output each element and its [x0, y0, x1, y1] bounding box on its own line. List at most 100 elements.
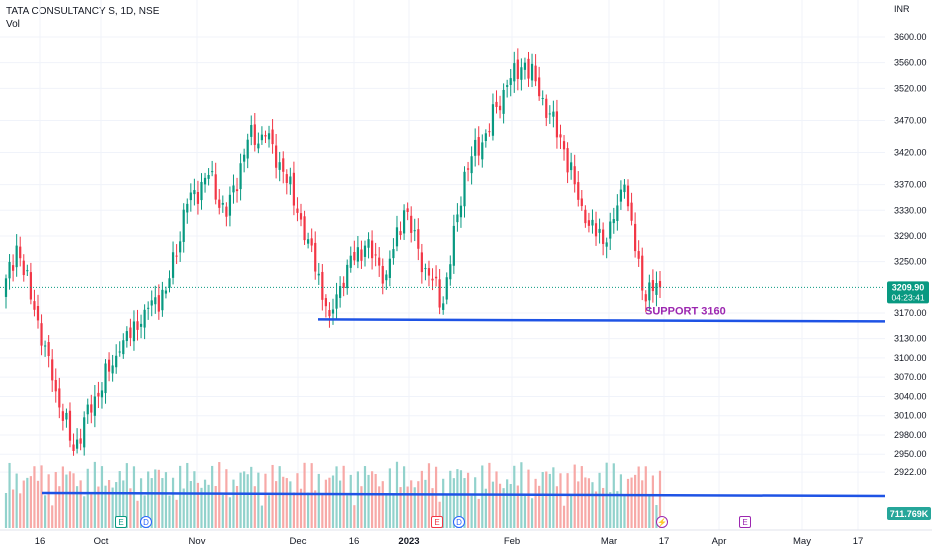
volume-bar [506, 479, 509, 528]
candle-body [324, 298, 327, 307]
volume-bar [360, 486, 363, 528]
support-annotation[interactable]: SUPPORT 3160 [645, 305, 726, 317]
volume-bar [431, 488, 434, 528]
candle-body [651, 280, 654, 292]
time-axis[interactable]: 16 Oct Nov Dec 16 2023 Feb Mar 17 Apr May 17 [35, 536, 864, 547]
candle-body [328, 309, 331, 317]
event-marker-label: D [143, 518, 149, 527]
candle-body [26, 270, 29, 272]
candle-body [555, 111, 559, 138]
candle-body [97, 392, 100, 397]
volume-bar [434, 466, 438, 528]
candle-body [573, 166, 576, 185]
volume-bar [207, 484, 210, 528]
volume-bar [634, 474, 637, 528]
candle-body [296, 208, 299, 213]
candle-body [33, 301, 36, 310]
volume-bar [253, 486, 256, 528]
candle-body [342, 282, 345, 288]
volume-bar [182, 488, 185, 528]
volume-bar [282, 476, 285, 528]
candle-body [100, 390, 104, 398]
volume-bar [442, 478, 445, 528]
volume-bar [370, 471, 374, 528]
candle-body [648, 282, 651, 301]
candle-body [150, 300, 153, 306]
volume-bar [555, 486, 559, 528]
time-tick-label: 17 [659, 536, 670, 547]
candle-body [260, 134, 264, 141]
volume-indicator-label: Vol [6, 19, 20, 30]
volume-bar [502, 488, 505, 528]
volume-bar [402, 466, 406, 528]
event-marker-dividend[interactable]: D [140, 516, 152, 528]
candle-body [314, 242, 317, 272]
candle-body [218, 199, 221, 208]
volume-bar [648, 495, 651, 528]
candle-body [154, 297, 157, 305]
candle-body [175, 255, 178, 257]
candle-body [321, 271, 324, 300]
volume-bar [484, 488, 487, 528]
volume-bar [367, 474, 370, 528]
price-tick-label: 3560.00 [894, 58, 927, 68]
volume-bar [260, 505, 264, 528]
volume-bar [346, 495, 349, 528]
time-tick-label: Apr [712, 536, 727, 547]
volume-bar [22, 480, 25, 528]
volume-bar [125, 463, 128, 528]
volume-bar [388, 468, 391, 528]
event-marker-earnings[interactable]: E [431, 516, 443, 528]
candle-body [232, 185, 235, 193]
candle-body [75, 439, 79, 449]
event-marker-split[interactable]: ⚡ [656, 516, 668, 528]
volume-bar [545, 471, 548, 528]
volume-bar [129, 488, 132, 528]
volume-bar [420, 470, 423, 528]
candle-body [548, 113, 551, 115]
volume-bar [452, 478, 455, 528]
candle-body [164, 290, 168, 294]
candle-body [125, 331, 128, 342]
candle-body [410, 215, 413, 233]
support-line[interactable] [317, 318, 886, 323]
candle-body [83, 417, 86, 448]
volume-bar [26, 477, 29, 528]
price-tick-label: 3040.00 [894, 391, 927, 401]
volume-bar [296, 473, 299, 528]
candle-body [161, 289, 164, 311]
volume-bar [392, 493, 395, 528]
last-price-badge: 3209.90 04:23:41 [887, 281, 929, 304]
volume-bar [655, 505, 658, 528]
candle-body [228, 194, 232, 216]
volume-bar [381, 481, 384, 528]
candle-body [370, 240, 374, 259]
volume-bar [164, 472, 168, 528]
volume-bar [577, 481, 580, 528]
candle-body [22, 260, 25, 276]
volume-bar [221, 494, 224, 528]
event-markers[interactable]: E D E D ⚡ E [115, 516, 751, 528]
candle-body [43, 345, 47, 347]
price-tick-labels: 3600.00 3560.00 3520.00 3470.00 3420.00 3370.… [894, 32, 927, 477]
candle-body [356, 247, 359, 262]
volume-bar [456, 469, 459, 528]
time-tick-label: 2023 [398, 536, 419, 547]
volume-bar [651, 475, 654, 528]
event-marker-dividend[interactable]: D [453, 516, 465, 528]
volume-average-line[interactable] [41, 491, 886, 498]
event-marker-earnings[interactable]: E [115, 516, 127, 528]
candle-body [90, 404, 93, 413]
price-axis[interactable]: INR [885, 0, 932, 530]
candle-body [658, 281, 662, 288]
volume-bar [470, 495, 473, 528]
candle-body [580, 198, 583, 207]
volume-bar [143, 495, 146, 528]
event-marker-earnings[interactable]: E [739, 516, 751, 528]
volume-bar [513, 465, 516, 528]
candle-body [434, 276, 438, 279]
volume-bar [47, 474, 50, 528]
volume-bar [335, 466, 338, 528]
volume-bar [449, 470, 452, 528]
